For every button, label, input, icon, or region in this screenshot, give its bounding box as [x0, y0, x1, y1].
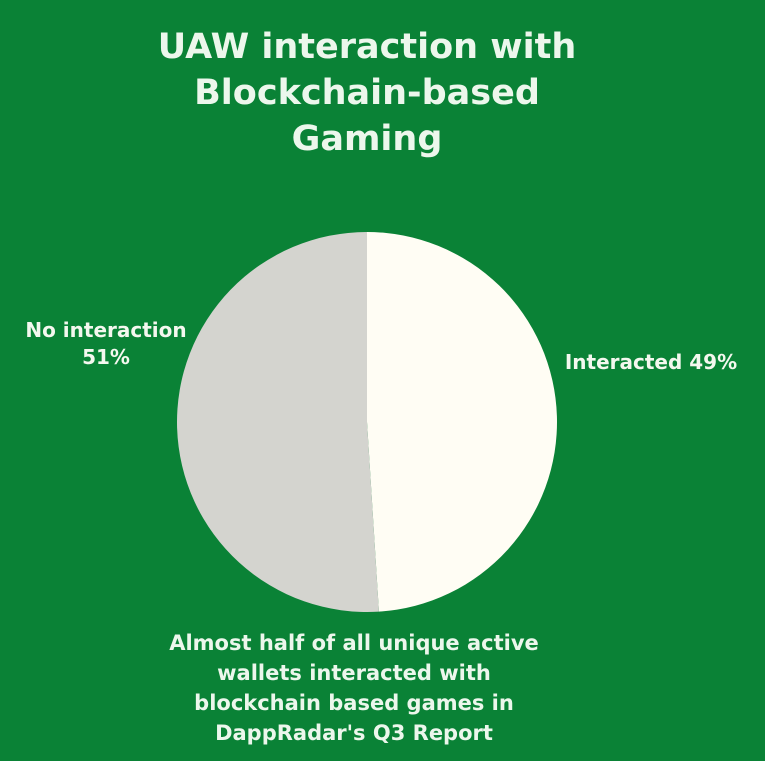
slice-label-interacted: Interacted 49% — [565, 350, 737, 374]
pie-slice-interacted — [367, 231, 558, 612]
chart-caption: Almost half of all unique active wallets… — [104, 628, 604, 748]
chart-title-line-1: UAW interaction with — [157, 27, 577, 67]
caption-line-2: wallets interacted with — [217, 661, 491, 685]
chart-title: UAW interaction with Blockchain-based Ga… — [0, 24, 734, 162]
slice-label-no-interaction-percent: 51% — [82, 345, 130, 369]
caption-line-3: blockchain based games in — [194, 691, 514, 715]
pie-slice-no-interaction — [177, 232, 379, 612]
caption-line-4: DappRadar's Q3 Report — [215, 721, 493, 745]
chart-title-line-2: Blockchain-based — [194, 73, 540, 113]
chart-title-line-3: Gaming — [291, 119, 443, 159]
slice-label-no-interaction-name: No interaction — [25, 318, 186, 342]
pie-slices — [177, 231, 558, 612]
caption-line-1: Almost half of all unique active — [169, 631, 539, 655]
